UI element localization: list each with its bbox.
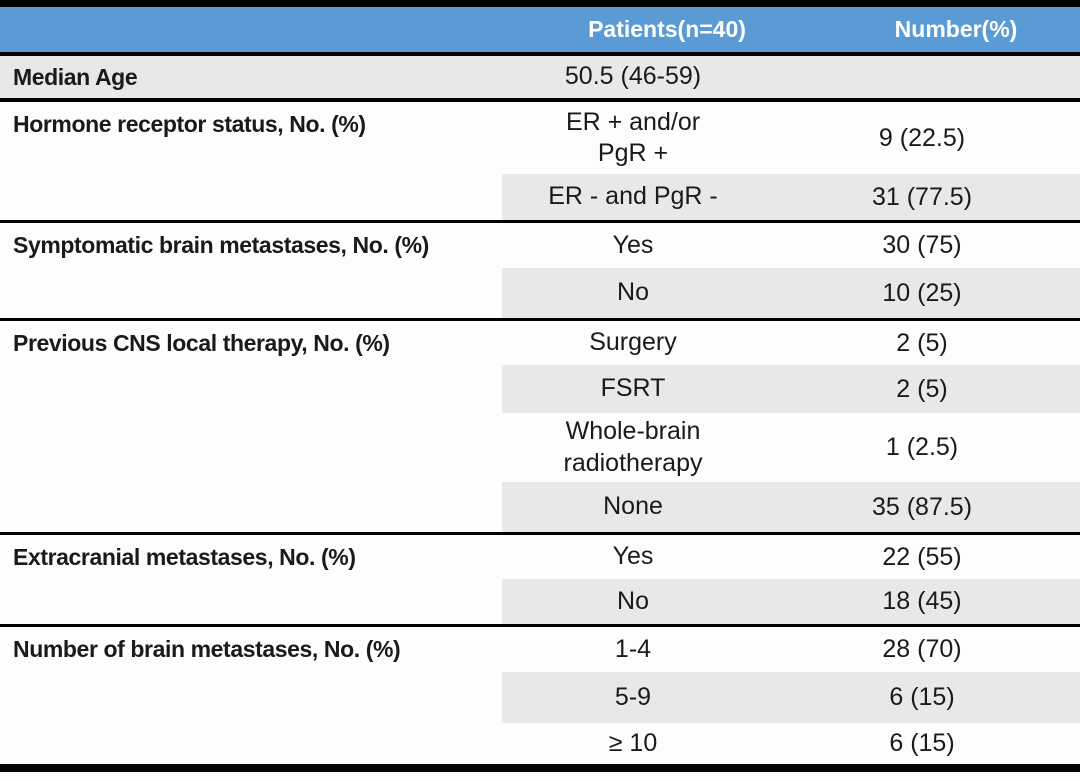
row-group-hormone-receptor: Hormone receptor status, No. (%) ER + an… [0,102,1080,220]
row-group-number-brain-metastases: Number of brain metastases, No. (%) 1-4 … [0,627,1080,764]
bottom-rule [0,764,1080,772]
table-row: ER - and PgR - 31 (77.5) [502,174,1080,220]
value-cell: 30 (75) [882,231,962,259]
value-cell: 31 (77.5) [871,182,973,211]
row-group-symptomatic-brain-metastases: Symptomatic brain metastases, No. (%) Ye… [0,223,1080,318]
value-cell: 28 (70) [882,635,962,663]
top-rule [0,0,1080,7]
table-row: 50.5 (46-59) [502,56,1080,98]
category-cell: Whole-brain radiotherapy [563,417,703,477]
table-row: No 18 (45) [502,579,1080,624]
table-row: ≥ 10 6 (15) [502,723,1080,764]
header-patients-column: Patients(n=40) [588,16,746,42]
category-cell: Yes [612,230,654,259]
category-cell: 1-4 [614,634,652,663]
category-cell: ≥ 10 [608,728,658,757]
row-label: Previous CNS local therapy, No. (%) [13,330,390,356]
value-cell: 10 (25) [882,278,962,307]
value-cell [764,56,1080,98]
category-cell: No [617,278,649,307]
table-row: 1-4 28 (70) [502,627,1080,672]
value-cell: 22 (55) [882,542,962,571]
table-row: Surgery 2 (5) [502,321,1080,365]
row-label: Hormone receptor status, No. (%) [13,111,366,137]
value-cell: 9 (22.5) [878,123,966,152]
category-cell: Yes [612,542,654,571]
value-cell: 18 (45) [882,587,962,615]
value-cell: 35 (87.5) [871,492,973,521]
row-label: Number of brain metastases, No. (%) [13,636,401,662]
header-rule [0,52,1080,56]
row-group-previous-cns-therapy: Previous CNS local therapy, No. (%) Surg… [0,321,1080,532]
row-label: Median Age [13,63,138,90]
category-cell: FSRT [600,374,666,403]
separator-rule [0,624,1080,627]
table-row: No 10 (25) [502,268,1080,318]
separator-rule [0,532,1080,535]
header-number-column: Number(%) [894,16,1018,42]
table-header-row: Patients(n=40) Number(%) [0,7,1080,52]
table-row: None 35 (87.5) [502,482,1080,532]
table-row: 5-9 6 (15) [502,672,1080,723]
value-cell: 1 (2.5) [885,433,959,461]
value-cell: 6 (15) [889,729,955,757]
row-label: Symptomatic brain metastases, No. (%) [13,232,429,258]
value-cell: 6 (15) [889,683,955,711]
row-group-median-age: Median Age 50.5 (46-59) [0,56,1080,98]
value-cell: 2 (5) [896,328,948,357]
table-row: FSRT 2 (5) [502,365,1080,413]
table-row: Yes 30 (75) [502,223,1080,268]
table-row: Yes 22 (55) [502,535,1080,579]
category-cell: Surgery [589,328,677,357]
value-cell: 2 (5) [896,374,948,403]
separator-rule [0,220,1080,223]
row-group-extracranial-metastases: Extracranial metastases, No. (%) Yes 22 … [0,535,1080,624]
separator-rule [0,318,1080,321]
category-cell: None [603,492,663,521]
table-row: ER + and/or PgR + 9 (22.5) [502,102,1080,174]
category-cell: 50.5 (46-59) [564,62,702,91]
table-row: Whole-brain radiotherapy 1 (2.5) [502,413,1080,482]
category-cell: No [617,586,649,615]
category-cell: ER + and/or PgR + [565,107,701,167]
separator-rule [0,98,1080,102]
row-label: Extracranial metastases, No. (%) [13,544,356,570]
category-cell: ER - and PgR - [548,182,718,211]
category-cell: 5-9 [614,682,652,711]
